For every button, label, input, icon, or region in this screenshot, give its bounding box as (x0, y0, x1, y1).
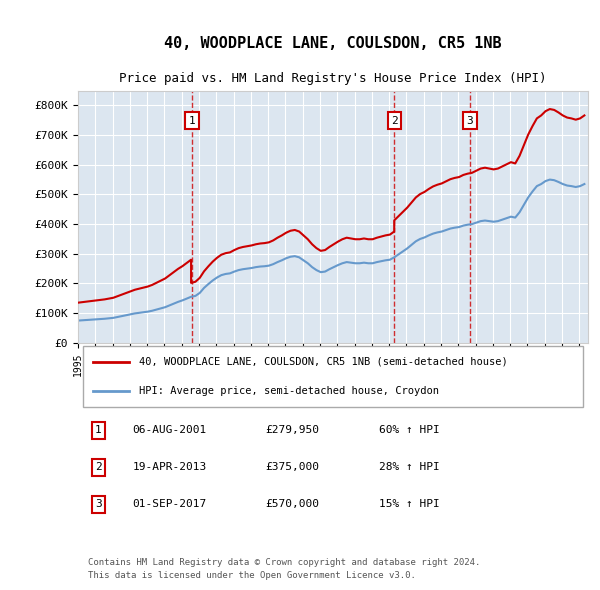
Text: £570,000: £570,000 (265, 499, 319, 509)
Text: 2: 2 (95, 462, 102, 472)
Text: 28% ↑ HPI: 28% ↑ HPI (379, 462, 440, 472)
Text: HPI: Average price, semi-detached house, Croydon: HPI: Average price, semi-detached house,… (139, 386, 439, 396)
Text: 40, WOODPLACE LANE, COULSDON, CR5 1NB (semi-detached house): 40, WOODPLACE LANE, COULSDON, CR5 1NB (s… (139, 356, 508, 366)
Text: 19-APR-2013: 19-APR-2013 (133, 462, 207, 472)
Text: 2: 2 (391, 116, 398, 126)
Text: Price paid vs. HM Land Registry's House Price Index (HPI): Price paid vs. HM Land Registry's House … (119, 73, 547, 86)
Text: 40, WOODPLACE LANE, COULSDON, CR5 1NB: 40, WOODPLACE LANE, COULSDON, CR5 1NB (164, 36, 502, 51)
Text: This data is licensed under the Open Government Licence v3.0.: This data is licensed under the Open Gov… (88, 572, 416, 581)
Text: 3: 3 (95, 499, 102, 509)
Text: 1: 1 (188, 116, 196, 126)
Text: 01-SEP-2017: 01-SEP-2017 (133, 499, 207, 509)
Text: £375,000: £375,000 (265, 462, 319, 472)
Text: 60% ↑ HPI: 60% ↑ HPI (379, 425, 440, 435)
Text: 06-AUG-2001: 06-AUG-2001 (133, 425, 207, 435)
Text: 3: 3 (466, 116, 473, 126)
Text: Contains HM Land Registry data © Crown copyright and database right 2024.: Contains HM Land Registry data © Crown c… (88, 558, 481, 567)
FancyBboxPatch shape (83, 346, 583, 407)
Text: £279,950: £279,950 (265, 425, 319, 435)
Text: 1: 1 (95, 425, 102, 435)
Text: 15% ↑ HPI: 15% ↑ HPI (379, 499, 440, 509)
